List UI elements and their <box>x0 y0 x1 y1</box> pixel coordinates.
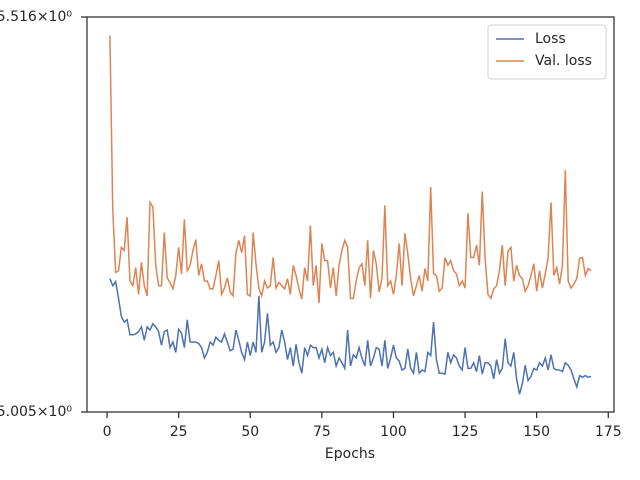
x-tick-label: 175 <box>595 424 622 440</box>
x-tick-label: 50 <box>241 424 259 440</box>
x-tick-label: 75 <box>313 424 331 440</box>
x-tick-label: 25 <box>170 424 188 440</box>
series-line <box>109 35 592 304</box>
x-tick-label: 0 <box>103 424 112 440</box>
legend-label: Val. loss <box>535 53 592 69</box>
x-tick-label: 100 <box>380 424 407 440</box>
y-tick-label: 5.005×10⁰ <box>0 404 72 420</box>
legend-label: Loss <box>535 31 566 47</box>
x-axis-label: Epochs <box>325 446 375 462</box>
series-line <box>109 278 592 395</box>
plot-frame <box>86 16 615 413</box>
x-tick-label: 125 <box>452 424 479 440</box>
x-tick-label: 150 <box>523 424 550 440</box>
y-tick-label: 5.516×10⁰ <box>0 9 72 25</box>
